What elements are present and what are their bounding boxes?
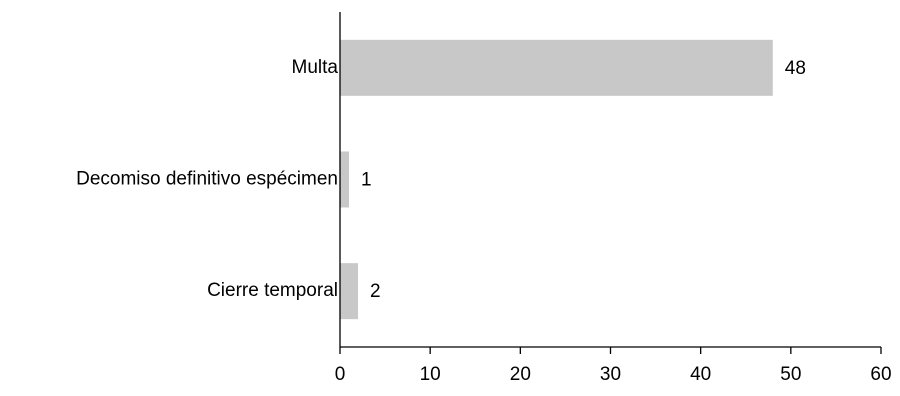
category-label-0: Multa [292, 57, 339, 78]
data-label-0: 48 [785, 58, 806, 79]
x-tick-label-2: 20 [510, 364, 531, 385]
bar-2 [340, 263, 359, 320]
category-label-2: Cierre temporal [207, 280, 338, 301]
x-tick-label-0: 0 [335, 364, 346, 385]
axes-layer: 0 10 20 30 40 50 60 [335, 12, 892, 385]
data-label-1: 1 [361, 170, 372, 191]
x-tick-label-5: 50 [780, 364, 801, 385]
category-label-1: Decomiso definitivo espécimen [76, 169, 338, 190]
labels-layer: Multa 48 Decomiso definitivo espécimen 1 Cie… [76, 57, 806, 302]
x-tick-label-1: 10 [420, 364, 441, 385]
bar-0 [340, 39, 773, 96]
bars-layer [340, 39, 773, 320]
x-tick-label-4: 40 [690, 364, 711, 385]
x-tick-label-3: 30 [600, 364, 621, 385]
x-tick-label-6: 60 [870, 364, 891, 385]
bar-1 [340, 151, 350, 208]
data-label-2: 2 [370, 281, 381, 302]
